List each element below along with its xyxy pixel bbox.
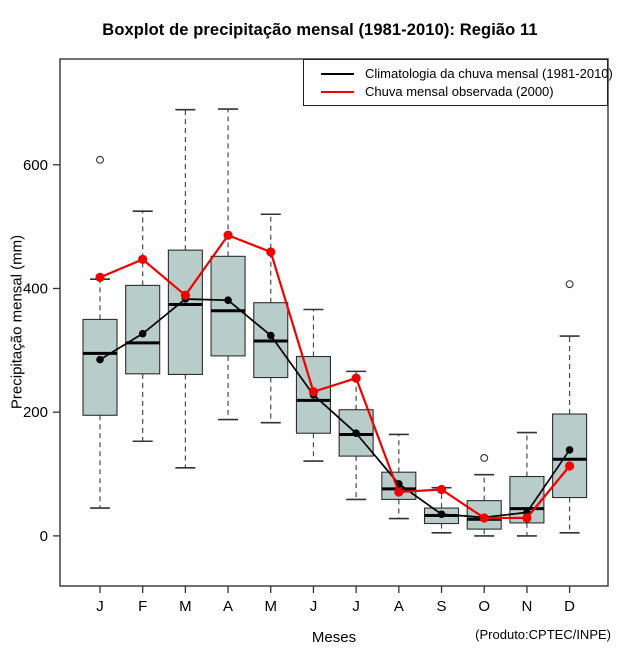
legend-item-climatology: Climatologia da chuva mensal (1981-2010) <box>321 66 613 81</box>
x-tick-label-7: A <box>394 598 404 615</box>
x-tick-label-1: F <box>138 598 147 615</box>
legend-label-observed: Chuva mensal observada (2000) <box>365 84 554 99</box>
observed-dot-6 <box>351 373 361 383</box>
y-tick-label-600: 600 <box>23 157 48 174</box>
legend-label-climatology: Climatologia da chuva mensal (1981-2010) <box>365 66 613 81</box>
outlier-0-0 <box>96 155 104 164</box>
observed-dot-9 <box>479 513 489 523</box>
observed_2000-line <box>99 233 571 520</box>
mean-dot-1 <box>138 329 147 338</box>
mean-dot-0 <box>96 355 104 364</box>
mean-dot-11 <box>565 446 574 454</box>
box-group-5 <box>295 308 332 462</box>
x-tick-label-8: S <box>437 598 447 615</box>
outlier-11-0 <box>565 280 574 289</box>
box-group-9 <box>466 454 502 537</box>
box-group-1 <box>125 210 161 443</box>
climatology_mean-line <box>99 298 571 519</box>
observed-line-swatch <box>321 90 354 93</box>
x-tick-label-10: N <box>521 598 532 615</box>
x-tick-label-3: A <box>223 598 233 615</box>
observed-dot-5 <box>308 387 319 397</box>
observed-dot-4 <box>266 247 276 257</box>
box-group-0 <box>82 155 118 509</box>
box-group-8 <box>423 486 460 534</box>
y-tick-label-0: 0 <box>40 528 48 545</box>
observed-dot-2 <box>180 290 190 300</box>
series-climatology_mean <box>96 295 574 522</box>
observed-dot-8 <box>436 484 447 495</box>
y-tick-label-200: 200 <box>23 404 48 421</box>
box-iqr-11 <box>552 413 588 499</box>
credit-text: (Produto:CPTEC/INPE) <box>475 627 611 642</box>
box-iqr-1 <box>125 284 161 375</box>
box-group-2 <box>167 108 203 469</box>
mean-dot-4 <box>266 331 275 340</box>
x-tick-label-11: D <box>564 598 575 615</box>
observed-dot-11 <box>564 461 575 471</box>
box-iqr-2 <box>167 249 203 376</box>
x-tick-label-5: J <box>310 598 318 615</box>
box-group-4 <box>253 213 289 424</box>
legend: Climatologia da chuva mensal (1981-2010)… <box>303 59 613 106</box>
box-group-7 <box>381 433 417 520</box>
outlier-9-0 <box>480 454 489 462</box>
x-tick-label-2: M <box>179 598 192 615</box>
chart-title: Boxplot de precipitação mensal (1981-201… <box>102 21 538 39</box>
y-tick-label-400: 400 <box>23 280 48 297</box>
x-axis-title: Meses <box>311 629 357 646</box>
observed-dot-3 <box>223 230 233 240</box>
mean-dot-6 <box>352 429 360 438</box>
legend-item-observed: Chuva mensal observada (2000) <box>321 84 607 99</box>
x-tick-label-4: M <box>265 598 278 615</box>
mean-dot-8 <box>437 510 446 519</box>
box-group-3 <box>210 108 246 421</box>
x-tick-label-9: O <box>478 598 490 615</box>
series-observed_2000 <box>95 230 575 523</box>
observed-dot-1 <box>138 254 148 265</box>
y-axis-title: Precipitação mensal (mm) <box>8 234 26 410</box>
box-iqr-0 <box>82 318 118 416</box>
observed-dot-0 <box>95 272 105 282</box>
climatology-line-swatch <box>321 72 354 75</box>
observed-dot-10 <box>522 513 532 523</box>
box-iqr-3 <box>210 255 246 357</box>
box-group-11 <box>552 280 588 534</box>
mean-dot-3 <box>224 296 232 305</box>
box-iqr-6 <box>338 409 374 457</box>
x-tick-label-6: J <box>352 598 360 615</box>
x-tick-label-0: J <box>96 598 104 615</box>
observed-dot-7 <box>394 487 404 497</box>
